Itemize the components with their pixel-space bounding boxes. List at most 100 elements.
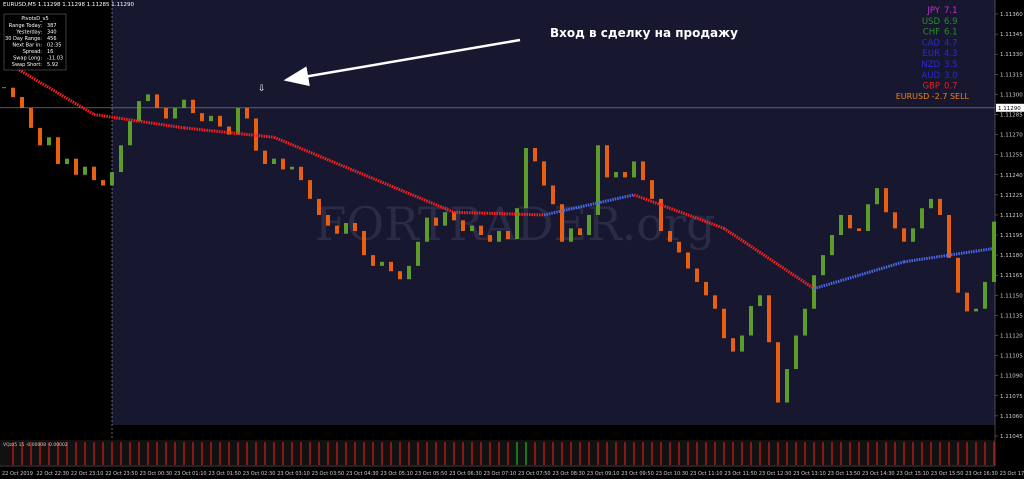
candle: [380, 261, 384, 266]
current-price-box: [996, 103, 1024, 112]
candle: [839, 214, 843, 236]
candle: [650, 180, 654, 199]
entry-marker: ⇩: [258, 84, 266, 94]
y-tick-label: 1.11090: [1000, 374, 1023, 380]
x-tick-label: 23 Oct 05:10: [380, 471, 413, 477]
candle: [956, 257, 960, 293]
currency-value: 0.7: [944, 82, 958, 92]
candle: [704, 281, 708, 296]
candle: [110, 172, 114, 186]
candle: [785, 369, 789, 403]
candle: [749, 306, 753, 336]
candle: [209, 115, 213, 122]
candle: [317, 198, 321, 215]
candle: [398, 271, 402, 280]
candle: [731, 338, 735, 352]
x-tick-label: 22 Oct 23:10: [71, 471, 104, 477]
candle: [587, 214, 591, 236]
x-tick-label: 23 Oct 17:10: [1000, 471, 1024, 477]
candle: [668, 231, 672, 242]
x-tick-label: 23 Oct 13:10: [793, 471, 826, 477]
candle: [794, 335, 798, 370]
currency-value: 6.1: [944, 28, 958, 38]
candle: [821, 255, 825, 276]
info-value: 456: [47, 36, 57, 42]
candle: [191, 99, 195, 114]
x-tick-label: 23 Oct 09:10: [587, 471, 620, 477]
candle: [848, 214, 852, 229]
x-tick-label: 23 Oct 04:30: [346, 471, 379, 477]
ma-segment: [543, 193, 635, 217]
candle: [758, 295, 762, 307]
candle: [65, 158, 69, 165]
candle: [182, 99, 186, 108]
candle: [164, 107, 168, 119]
info-value: 02:35: [47, 43, 61, 49]
ma-segment: [363, 173, 455, 214]
y-tick-label: 1.11150: [1000, 293, 1023, 299]
currency-name: JPY: [926, 6, 940, 16]
candle: [884, 188, 888, 213]
info-panel: PivotsD_v5 Range Today: 387 Yesterday: 340 3…: [3, 13, 67, 71]
candle: [362, 231, 366, 256]
candle: [830, 235, 834, 256]
candle: [965, 292, 969, 312]
x-tick-label: 23 Oct 07:50: [518, 471, 551, 477]
candle: [218, 115, 222, 127]
x-tick-label: 23 Oct 11:10: [690, 471, 723, 477]
y-tick-label: 1.11240: [1000, 173, 1023, 179]
info-key: Spread:: [23, 49, 43, 55]
candle: [875, 188, 879, 205]
currency-value: 7.1: [944, 6, 958, 16]
candle: [533, 147, 537, 162]
candle: [515, 208, 519, 240]
candle: [83, 166, 87, 175]
candle: [596, 145, 600, 215]
currency-name: CHF: [923, 28, 940, 38]
x-tick-label: 23 Oct 14:30: [862, 471, 895, 477]
candle: [101, 180, 105, 186]
info-value: 387: [47, 23, 57, 29]
y-tick-label: 1.11285: [1000, 112, 1023, 118]
candle: [623, 172, 627, 178]
candle: [902, 228, 906, 242]
y-tick-label: 1.11075: [1000, 394, 1023, 400]
candle: [92, 166, 96, 181]
candle: [407, 265, 411, 280]
ma-segment: [813, 260, 905, 291]
candle: [245, 107, 249, 119]
candle: [524, 147, 528, 209]
candle: [803, 308, 807, 336]
x-tick-label: 23 Oct 11:50: [724, 471, 757, 477]
x-tick-label: 22 Oct 22:30: [36, 471, 69, 477]
info-key: 30 Day Range:: [5, 36, 42, 42]
candle: [632, 161, 636, 178]
indicator-label: VQzz5 15 -0.00008 -0.00002: [3, 442, 68, 448]
candle: [119, 145, 123, 173]
candle: [893, 212, 897, 229]
candle: [353, 222, 357, 232]
currency-value: 3.0: [944, 71, 958, 81]
ma-segment: [453, 210, 545, 217]
currency-value: 6.9: [944, 17, 958, 27]
candle: [479, 225, 483, 236]
candle: [911, 228, 915, 242]
candle: [290, 166, 294, 170]
y-tick-label: 1.11345: [1000, 32, 1023, 38]
candle: [470, 225, 474, 232]
candle: [254, 118, 258, 151]
info-value: -11.03: [47, 56, 63, 62]
candle: [659, 198, 663, 232]
candle: [641, 161, 645, 181]
candle: [461, 220, 465, 232]
x-tick-label: 23 Oct 08:30: [552, 471, 585, 477]
y-tick-label: 1.11195: [1000, 233, 1023, 239]
candle: [767, 295, 771, 343]
x-tick-label: 23 Oct 09:50: [621, 471, 654, 477]
candle: [812, 275, 816, 309]
x-tick-label: 23 Oct 01:50: [208, 471, 241, 477]
candle: [299, 166, 303, 181]
candle: [155, 94, 159, 108]
candle: [992, 221, 996, 282]
